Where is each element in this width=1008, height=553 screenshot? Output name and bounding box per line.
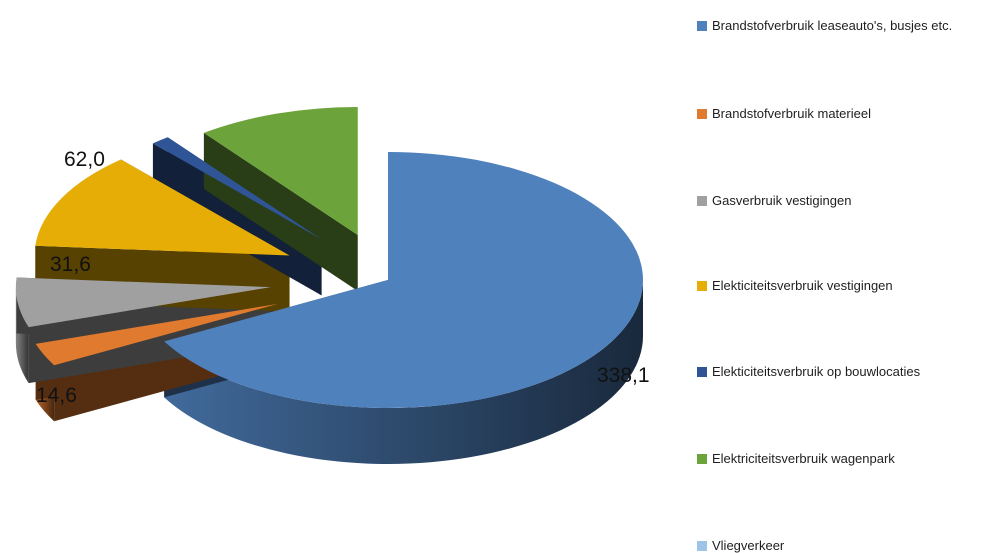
data-label-2: 31,6 [50, 253, 91, 276]
pie-slice-wall-5-0 [203, 132, 358, 291]
pie-slice-brandstofverbruik-materieel [35, 303, 278, 366]
legend-label: Elekticiteitsverbruik vestigingen [712, 278, 893, 293]
legend-label: Brandstofverbruik leaseauto's, busjes et… [712, 18, 953, 33]
legend-item-6: Vliegverkeer [697, 538, 784, 553]
data-label-1: 14,6 [36, 384, 77, 407]
pie-slice-elekticiteitsverbruik-op-bouwlocaties [152, 137, 322, 240]
pie-slice-brandstofverbruik-leaseauto-s-busjes-etc [164, 152, 643, 408]
pie-slice-gasverbruik-vestigingen [15, 277, 271, 328]
legend-label: Elekticiteitsverbruik op bouwlocaties [712, 364, 921, 379]
legend-swatch [697, 108, 707, 119]
chart-legend: Brandstofverbruik leaseauto's, busjes et… [697, 0, 1008, 553]
legend-item-2: Gasverbruik vestigingen [697, 193, 851, 208]
legend-swatch [697, 280, 707, 291]
pie-slice-elektriciteitsverbruik-wagenpark [203, 106, 358, 235]
legend-swatch [697, 20, 707, 31]
legend-item-5: Elektriciteitsverbruik wagenpark [697, 451, 895, 466]
data-label-0: 338,1 [597, 364, 650, 387]
legend-item-0: Brandstofverbruik leaseauto's, busjes et… [697, 18, 952, 33]
data-label-3: 62,0 [64, 148, 105, 171]
pie-chart: 338,1 14,6 31,6 62,0 [15, 106, 650, 464]
legend-label: Elektriciteitsverbruik wagenpark [712, 451, 895, 466]
legend-swatch [697, 453, 707, 464]
legend-label: Vliegverkeer [712, 538, 785, 553]
legend-swatch [697, 540, 707, 551]
legend-swatch [697, 366, 707, 377]
legend-item-4: Elekticiteitsverbruik op bouwlocaties [697, 364, 920, 379]
pie-slice-elekticiteitsverbruik-vestigingen [35, 159, 290, 256]
legend-label: Brandstofverbruik materieel [712, 106, 871, 121]
legend-swatch [697, 195, 707, 206]
legend-item-3: Elekticiteitsverbruik vestigingen [697, 278, 893, 293]
legend-label: Gasverbruik vestigingen [712, 193, 852, 208]
legend-item-1: Brandstofverbruik materieel [697, 106, 871, 121]
pie-slice-side-0 [164, 280, 644, 464]
